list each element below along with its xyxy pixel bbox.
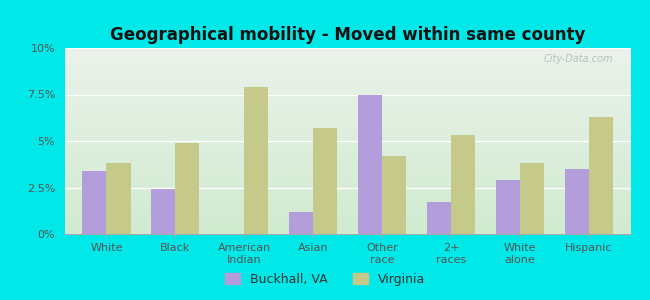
Title: Geographical mobility - Moved within same county: Geographical mobility - Moved within sam… — [110, 26, 586, 44]
Bar — [496, 180, 520, 234]
Text: City-Data.com: City-Data.com — [544, 54, 614, 64]
Bar — [151, 189, 176, 234]
Bar — [244, 87, 268, 234]
Bar — [565, 169, 589, 234]
Bar — [589, 117, 613, 234]
Bar — [382, 156, 406, 234]
Bar — [289, 212, 313, 234]
Bar — [176, 143, 200, 234]
Bar — [427, 202, 451, 234]
Bar — [451, 135, 475, 234]
Bar — [520, 163, 544, 234]
Bar — [83, 171, 107, 234]
Bar — [358, 94, 382, 234]
Bar — [107, 163, 131, 234]
Legend: Buckhall, VA, Virginia: Buckhall, VA, Virginia — [220, 268, 430, 291]
Bar — [313, 128, 337, 234]
